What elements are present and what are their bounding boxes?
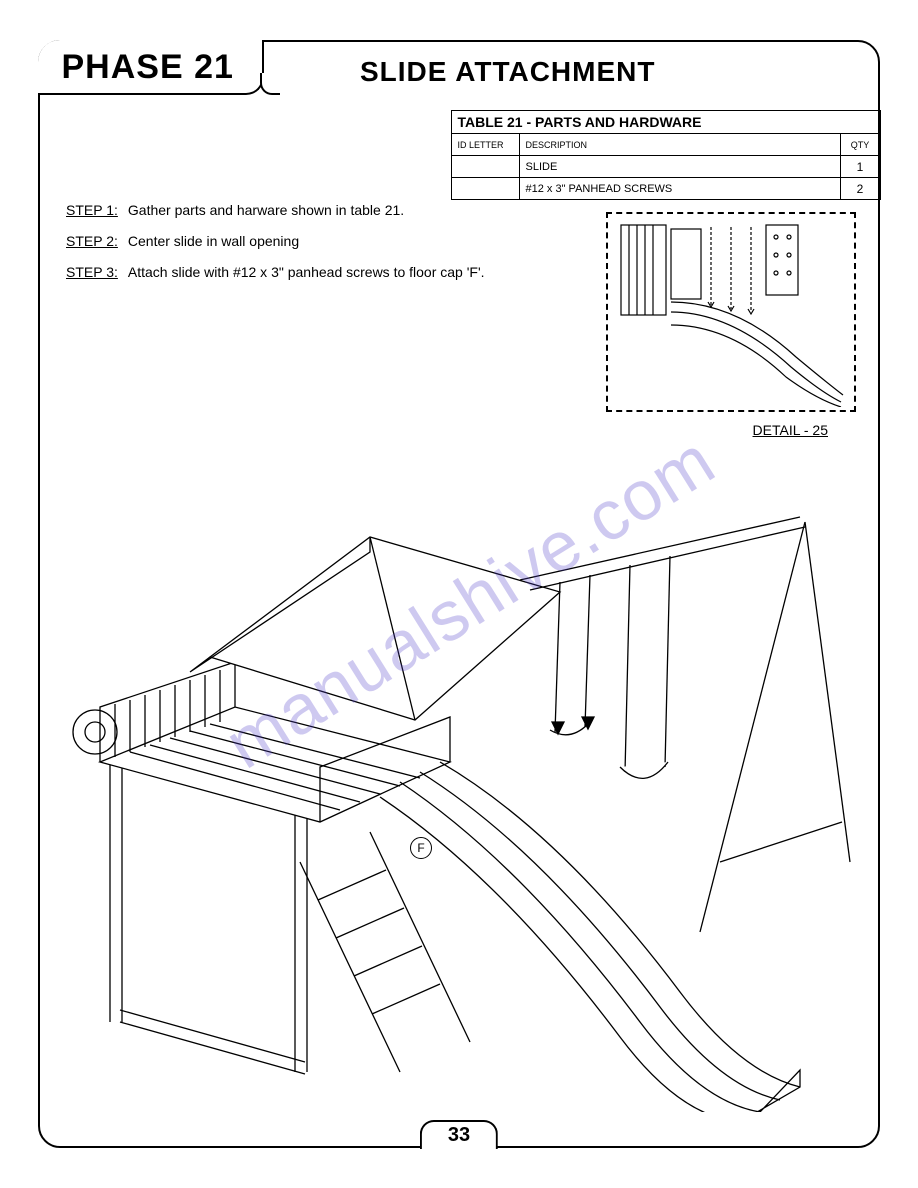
step-row: STEP 3: Attach slide with #12 x 3" panhe… bbox=[66, 262, 486, 283]
table-row: #12 x 3" PANHEAD SCREWS 2 bbox=[451, 178, 880, 200]
col-header-desc: DESCRIPTION bbox=[519, 134, 840, 156]
cell-qty: 1 bbox=[840, 156, 880, 178]
phase-label: PHASE 21 bbox=[62, 48, 234, 87]
step-label: STEP 1: bbox=[66, 200, 118, 221]
callout-marker-f: F bbox=[410, 837, 432, 859]
detail-label: DETAIL - 25 bbox=[753, 422, 828, 438]
cell-qty: 2 bbox=[840, 178, 880, 200]
phase-header-box: PHASE 21 bbox=[38, 40, 264, 95]
step-text: Gather parts and harware shown in table … bbox=[128, 200, 486, 221]
step-text: Attach slide with #12 x 3" panhead screw… bbox=[128, 262, 486, 283]
page-frame: PHASE 21 SLIDE ATTACHMENT TABLE 21 - PAR… bbox=[38, 40, 880, 1148]
table-row: SLIDE 1 bbox=[451, 156, 880, 178]
step-text: Center slide in wall opening bbox=[128, 231, 486, 252]
main-illustration bbox=[60, 462, 860, 1112]
page-title: SLIDE ATTACHMENT bbox=[360, 56, 655, 88]
page-number-box: 33 bbox=[420, 1120, 498, 1149]
cell-id bbox=[451, 178, 519, 200]
page-number: 33 bbox=[420, 1120, 498, 1149]
table-title-row: TABLE 21 - PARTS AND HARDWARE bbox=[451, 111, 880, 134]
step-label: STEP 3: bbox=[66, 262, 118, 283]
step-row: STEP 2: Center slide in wall opening bbox=[66, 231, 486, 252]
col-header-id: ID LETTER bbox=[451, 134, 519, 156]
detail-illustration bbox=[606, 212, 856, 412]
steps-list: STEP 1: Gather parts and harware shown i… bbox=[66, 200, 486, 293]
playset-drawing-icon bbox=[60, 462, 860, 1112]
step-label: STEP 2: bbox=[66, 231, 118, 252]
step-row: STEP 1: Gather parts and harware shown i… bbox=[66, 200, 486, 221]
table-header-row: ID LETTER DESCRIPTION QTY bbox=[451, 134, 880, 156]
cell-id bbox=[451, 156, 519, 178]
cell-desc: SLIDE bbox=[519, 156, 840, 178]
col-header-qty: QTY bbox=[840, 134, 880, 156]
parts-table: TABLE 21 - PARTS AND HARDWARE ID LETTER … bbox=[451, 110, 881, 200]
detail-drawing-icon bbox=[611, 217, 851, 407]
table-title: TABLE 21 - PARTS AND HARDWARE bbox=[451, 111, 880, 134]
cell-desc: #12 x 3" PANHEAD SCREWS bbox=[519, 178, 840, 200]
